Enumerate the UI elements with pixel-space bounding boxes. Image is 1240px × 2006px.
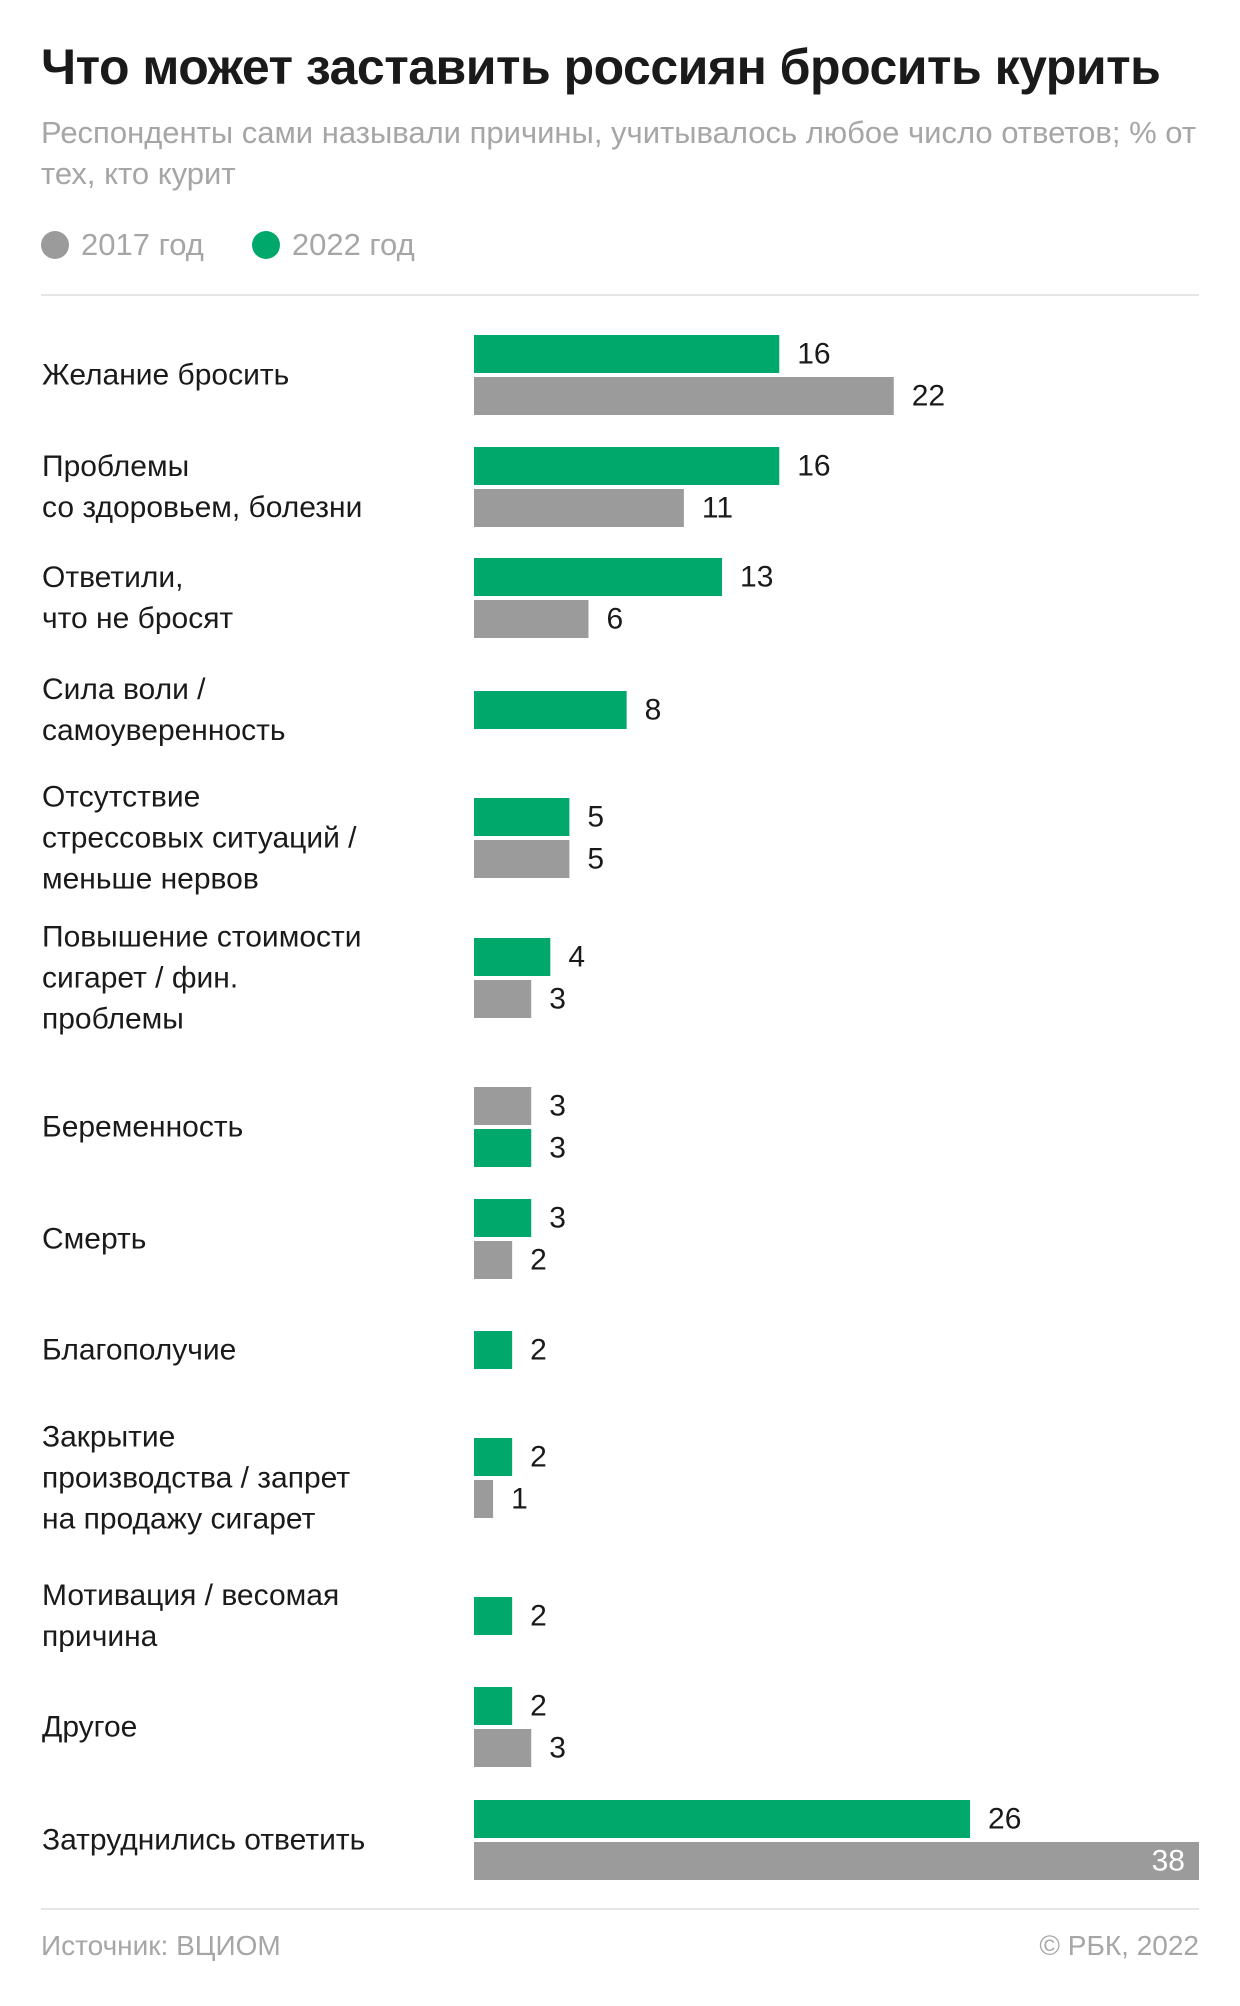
category-label: Ответили, (42, 561, 183, 594)
category-label: стрессовых ситуаций / (42, 822, 357, 855)
bar (474, 447, 780, 485)
legend-dot-2017 (41, 231, 69, 259)
category-label: производства / запрет (42, 1462, 350, 1495)
legend-item-2017: 2017 год (41, 227, 204, 263)
category-label: Проблемы (42, 450, 189, 483)
data-label: 2 (530, 1600, 547, 1633)
bar (474, 938, 551, 976)
data-label: 13 (740, 561, 773, 594)
data-label: 2 (530, 1441, 547, 1474)
category-label: Повышение стоимости (42, 921, 362, 954)
category-label: меньше нервов (42, 863, 259, 896)
data-label: 2 (530, 1334, 547, 1367)
category-label: со здоровьем, болезни (42, 491, 362, 524)
bar (474, 1438, 513, 1476)
category-label: Благополучие (42, 1334, 236, 1367)
data-label: 8 (645, 694, 662, 727)
copyright-note: © РБК, 2022 (1039, 1930, 1199, 1961)
bar (474, 600, 589, 638)
bar (474, 1129, 532, 1167)
data-label: 26 (988, 1803, 1021, 1836)
bar (474, 1331, 513, 1369)
data-label: 3 (549, 1202, 566, 1235)
data-label: 38 (1152, 1845, 1185, 1878)
bar (474, 980, 532, 1018)
category-label: что не бросят (42, 602, 233, 635)
category-label: на продажу сигарет (42, 1503, 316, 1536)
data-label: 16 (797, 450, 830, 483)
category-label: Мотивация / весомая (42, 1579, 339, 1612)
bar (474, 1729, 532, 1767)
bar (474, 558, 723, 596)
bar (474, 1087, 532, 1125)
category-label: сигарет / фин. (42, 962, 238, 995)
bar (474, 1800, 971, 1838)
bar (474, 1687, 513, 1725)
data-label: 4 (568, 941, 585, 974)
chart-title: Что может заставить россиян бросить кури… (41, 39, 1161, 95)
data-label: 2 (530, 1690, 547, 1723)
bar (474, 691, 627, 729)
bar (474, 1597, 513, 1635)
data-label: 3 (549, 1132, 566, 1165)
data-label: 22 (912, 380, 945, 413)
category-label: Отсутствие (42, 781, 200, 814)
bottom-divider (41, 1908, 1199, 1910)
legend: 2017 год 2022 год (41, 225, 463, 265)
bar (474, 1480, 494, 1518)
data-label: 5 (587, 801, 604, 834)
category-label: Желание бросить (42, 359, 289, 392)
legend-label-2022: 2022 год (291, 227, 415, 262)
bar (474, 1199, 532, 1237)
category-label: проблемы (42, 1003, 184, 1036)
data-label: 3 (549, 1732, 566, 1765)
data-label: 5 (587, 843, 604, 876)
data-label: 6 (606, 603, 623, 636)
category-label: Беременность (42, 1111, 243, 1144)
legend-label-2017: 2017 год (81, 227, 204, 262)
chart-subtitle: Респонденты сами называли причины, учиты… (41, 115, 1197, 191)
category-label: Закрытие (42, 1421, 175, 1454)
bar (474, 377, 894, 415)
bar (474, 489, 684, 527)
legend-dot-2022 (251, 231, 280, 259)
bar (474, 840, 570, 878)
category-label: Смерть (42, 1223, 146, 1256)
data-label: 3 (549, 983, 566, 1016)
source-note: Источник: ВЦИОМ (41, 1930, 281, 1961)
category-label: Сила воли / (42, 673, 206, 706)
bar (474, 335, 780, 373)
legend-item-2022: 2022 год (251, 227, 415, 263)
data-label: 11 (702, 492, 733, 525)
top-divider (41, 294, 1199, 296)
category-label: самоуверенность (42, 714, 286, 747)
bar (474, 1241, 513, 1279)
data-label: 16 (797, 338, 830, 371)
category-label: причина (42, 1620, 158, 1653)
category-label: Затруднились ответить (42, 1824, 365, 1857)
bar (474, 1842, 1199, 1880)
data-label: 1 (511, 1483, 528, 1516)
category-label: Другое (42, 1711, 137, 1744)
data-label: 2 (530, 1244, 547, 1277)
data-label: 3 (549, 1090, 566, 1123)
bar (474, 798, 570, 836)
